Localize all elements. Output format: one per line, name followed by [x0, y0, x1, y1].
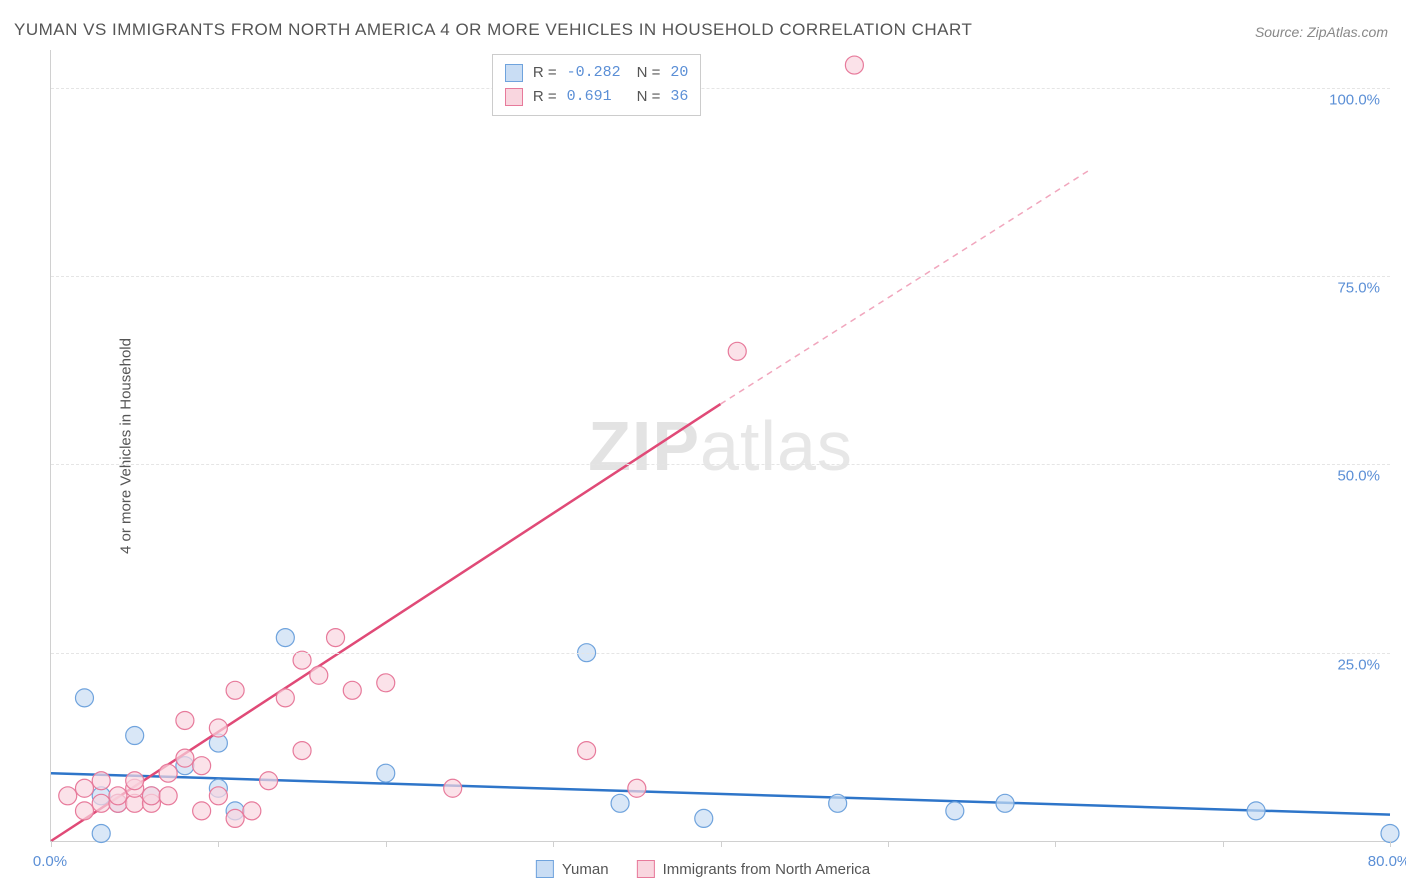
chart-svg	[51, 50, 1390, 841]
legend-swatch	[536, 860, 554, 878]
yuman-point	[75, 689, 93, 707]
n-label: N =	[637, 85, 661, 109]
immigrants-regression-extrapolation	[721, 171, 1089, 405]
x-tick	[218, 841, 219, 847]
grid-line	[51, 88, 1390, 89]
immigrants-point	[293, 651, 311, 669]
yuman-point	[276, 629, 294, 647]
legend-bottom: Yuman Immigrants from North America	[536, 860, 870, 878]
immigrants-point	[310, 666, 328, 684]
yuman-point	[946, 802, 964, 820]
r-label: R =	[533, 61, 557, 85]
immigrants-point	[226, 681, 244, 699]
immigrants-point	[159, 787, 177, 805]
x-tick	[721, 841, 722, 847]
yuman-point	[829, 794, 847, 812]
immigrants-point	[176, 749, 194, 767]
immigrants-point	[193, 757, 211, 775]
grid-line	[51, 653, 1390, 654]
y-tick-label: 100.0%	[1329, 91, 1380, 108]
yuman-point	[1381, 824, 1399, 842]
legend-item: Immigrants from North America	[637, 860, 871, 878]
y-tick-label: 25.0%	[1337, 656, 1380, 673]
source-attribution: Source: ZipAtlas.com	[1255, 24, 1388, 40]
yuman-point	[996, 794, 1014, 812]
legend-label: Yuman	[562, 861, 609, 878]
x-tick	[888, 841, 889, 847]
immigrants-point	[209, 787, 227, 805]
immigrants-point	[728, 342, 746, 360]
correlation-legend: R = -0.282 N = 20 R = 0.691 N = 36	[492, 54, 702, 116]
x-tick-label: 80.0%	[1368, 853, 1406, 870]
x-tick	[553, 841, 554, 847]
correlation-legend-row: R = 0.691 N = 36	[505, 85, 689, 109]
x-tick-label: 0.0%	[33, 853, 67, 870]
immigrants-point	[92, 772, 110, 790]
immigrants-point	[444, 779, 462, 797]
grid-line	[51, 464, 1390, 465]
immigrants-point	[327, 629, 345, 647]
immigrants-point	[92, 794, 110, 812]
immigrants-point	[209, 719, 227, 737]
immigrants-point	[260, 772, 278, 790]
yuman-point	[1247, 802, 1265, 820]
immigrants-point	[226, 809, 244, 827]
n-value: 36	[670, 85, 688, 109]
yuman-point	[611, 794, 629, 812]
y-tick-label: 50.0%	[1337, 468, 1380, 485]
immigrants-point	[343, 681, 361, 699]
x-tick	[1223, 841, 1224, 847]
immigrants-point	[75, 802, 93, 820]
legend-swatch	[637, 860, 655, 878]
immigrants-point	[276, 689, 294, 707]
immigrants-point	[243, 802, 261, 820]
legend-item: Yuman	[536, 860, 609, 878]
yuman-point	[377, 764, 395, 782]
correlation-legend-row: R = -0.282 N = 20	[505, 61, 689, 85]
immigrants-point	[142, 787, 160, 805]
yuman-point	[92, 824, 110, 842]
immigrants-point	[193, 802, 211, 820]
chart-title: YUMAN VS IMMIGRANTS FROM NORTH AMERICA 4…	[14, 20, 972, 40]
immigrants-point	[159, 764, 177, 782]
r-value: -0.282	[567, 61, 627, 85]
n-value: 20	[670, 61, 688, 85]
immigrants-point	[75, 779, 93, 797]
immigrants-point	[109, 787, 127, 805]
immigrants-point	[628, 779, 646, 797]
grid-line	[51, 276, 1390, 277]
n-label: N =	[637, 61, 661, 85]
immigrants-point	[126, 772, 144, 790]
plot-area: ZIPatlas 25.0%50.0%75.0%100.0%	[50, 50, 1390, 842]
immigrants-point	[59, 787, 77, 805]
y-tick-label: 75.0%	[1337, 280, 1380, 297]
immigrants-point	[377, 674, 395, 692]
x-tick	[51, 841, 52, 847]
legend-label: Immigrants from North America	[663, 861, 871, 878]
yuman-point	[126, 727, 144, 745]
immigrants-point	[176, 711, 194, 729]
legend-swatch	[505, 88, 523, 106]
x-tick	[1390, 841, 1391, 847]
immigrants-point	[845, 56, 863, 74]
yuman-point	[695, 809, 713, 827]
x-tick	[386, 841, 387, 847]
legend-swatch	[505, 64, 523, 82]
immigrants-point	[578, 742, 596, 760]
x-tick	[1055, 841, 1056, 847]
r-value: 0.691	[567, 85, 627, 109]
r-label: R =	[533, 85, 557, 109]
immigrants-point	[293, 742, 311, 760]
